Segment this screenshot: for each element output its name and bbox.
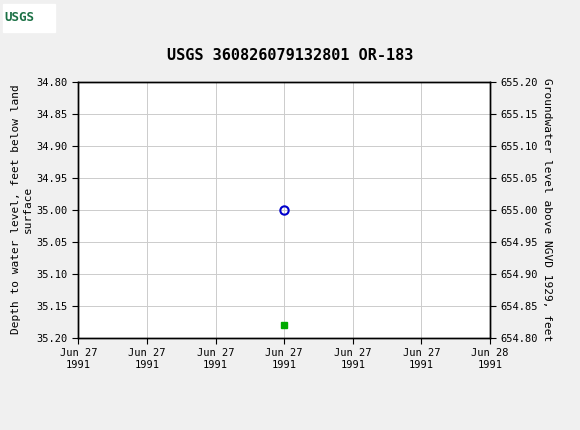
Text: USGS: USGS bbox=[4, 11, 34, 24]
Y-axis label: Groundwater level above NGVD 1929, feet: Groundwater level above NGVD 1929, feet bbox=[542, 78, 552, 341]
Text: USGS 360826079132801 OR-183: USGS 360826079132801 OR-183 bbox=[167, 49, 413, 63]
Y-axis label: Depth to water level, feet below land
surface: Depth to water level, feet below land su… bbox=[11, 85, 32, 335]
FancyBboxPatch shape bbox=[3, 3, 55, 32]
